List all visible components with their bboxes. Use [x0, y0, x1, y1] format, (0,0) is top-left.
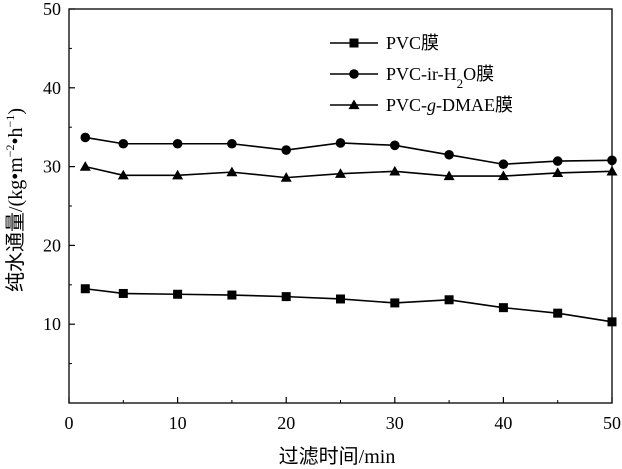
- data-point: [390, 140, 400, 151]
- y-axis-title-end: ): [5, 108, 27, 115]
- data-point: [118, 288, 128, 298]
- data-point: [390, 298, 400, 308]
- legend: PVC膜 PVC-ir-H2O膜 PVC-g-DMAE膜: [330, 33, 513, 115]
- axes: 0 10 20 30 40 50 10 20 30 40 50: [43, 0, 621, 433]
- data-point: [552, 167, 564, 178]
- x-tick-label: 30: [386, 413, 404, 433]
- series-triangle: [79, 161, 618, 182]
- data-point: [607, 155, 617, 166]
- legend-entry: PVC-ir-H2O膜: [330, 64, 494, 91]
- y-tick-label: 40: [43, 78, 61, 98]
- legend-entry: PVC膜: [330, 33, 439, 53]
- y-axis-title-mid: •h: [5, 127, 27, 144]
- y-tick-label: 10: [43, 314, 61, 334]
- data-point: [607, 317, 617, 327]
- data-point: [117, 169, 129, 180]
- x-tick-label: 10: [169, 413, 187, 433]
- series-circle: [80, 132, 617, 170]
- data-point: [553, 308, 563, 318]
- data-point: [497, 170, 509, 181]
- x-tick-label: 0: [65, 413, 74, 433]
- data-point: [498, 159, 509, 170]
- y-axis-title: 纯水通量/(kg•m−2•h−1): [3, 108, 27, 292]
- x-tick-label: 50: [603, 413, 621, 433]
- legend-marker: [349, 38, 359, 48]
- plot-frame: [68, 8, 613, 404]
- data-point: [606, 165, 618, 176]
- data-point: [118, 138, 129, 149]
- y-tick-label: 30: [43, 157, 61, 177]
- data-point: [444, 295, 454, 305]
- series-layer: [79, 132, 618, 327]
- legend-label: PVC-g-DMAE膜: [386, 95, 513, 115]
- legend-label: PVC膜: [386, 33, 439, 53]
- x-tick-label: 40: [494, 413, 512, 433]
- data-point: [498, 303, 508, 313]
- series-square: [80, 284, 617, 327]
- y-axis-title-exp1: −2: [3, 144, 17, 157]
- x-tick-label: 20: [277, 413, 295, 433]
- data-point: [443, 170, 455, 181]
- data-point: [227, 138, 237, 149]
- data-point: [79, 161, 91, 171]
- data-point: [335, 168, 346, 178]
- legend-marker: [349, 69, 359, 79]
- data-point: [226, 166, 238, 177]
- data-point: [552, 156, 563, 166]
- y-tick-label: 20: [43, 235, 61, 255]
- data-point: [80, 132, 91, 143]
- data-point: [389, 165, 401, 176]
- series-line: [85, 165, 613, 179]
- data-point: [227, 290, 237, 300]
- data-point: [281, 292, 291, 302]
- legend-entry: PVC-g-DMAE膜: [330, 95, 513, 115]
- data-point: [336, 294, 345, 304]
- data-point: [172, 138, 183, 149]
- data-point: [444, 149, 454, 160]
- data-point: [80, 284, 90, 294]
- legend-marker: [348, 99, 360, 110]
- y-axis-title-main: 纯水通量/(kg•m: [4, 157, 27, 292]
- x-axis-title: 过滤时间/min: [279, 445, 396, 468]
- data-point: [281, 145, 292, 155]
- series-line: [85, 287, 613, 323]
- data-point: [280, 172, 292, 182]
- data-point: [335, 138, 346, 148]
- data-point: [172, 169, 184, 180]
- y-tick-label: 50: [43, 0, 61, 19]
- y-axis-title-exp2: −1: [3, 115, 17, 128]
- data-point: [173, 289, 183, 299]
- series-line: [85, 136, 613, 166]
- legend-label: PVC-ir-H2O膜: [386, 64, 494, 91]
